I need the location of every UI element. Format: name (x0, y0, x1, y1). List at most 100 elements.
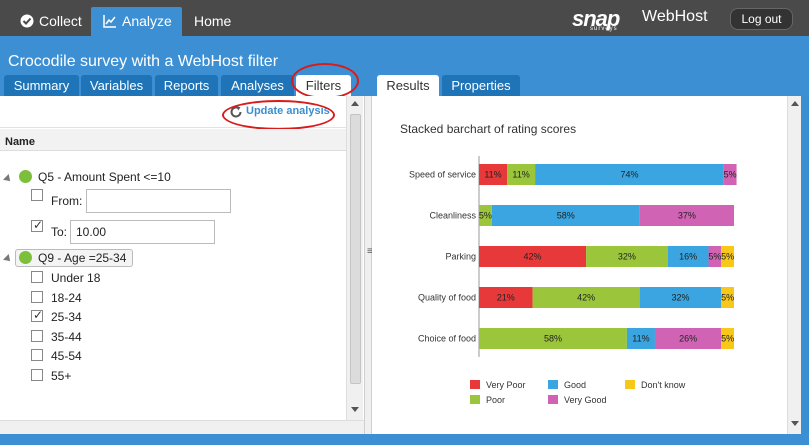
from-input[interactable] (86, 189, 231, 213)
expand-arrow-icon[interactable] (3, 174, 13, 184)
bar-segment (721, 287, 734, 308)
tab-properties[interactable]: Properties (442, 75, 520, 96)
age-option-label: Under 18 (51, 271, 101, 285)
chart-title: Stacked barchart of rating scores (400, 122, 577, 136)
age-checkbox-18-24[interactable] (31, 291, 43, 303)
page-title: Crocodile survey with a WebHost filter (8, 53, 279, 70)
nav-home[interactable]: Home (194, 13, 232, 29)
right-scrollbar[interactable] (787, 96, 801, 434)
legend-swatch (470, 395, 480, 404)
bar-segment (626, 328, 655, 349)
scroll-down-icon[interactable] (791, 421, 799, 426)
bar-value-label: 5% (721, 334, 734, 344)
bar-value-label: 42% (524, 252, 542, 262)
splitter-grip-icon[interactable]: ≡ (367, 246, 373, 257)
scroll-up-icon[interactable] (791, 101, 799, 106)
brand-logo: snap (572, 6, 620, 31)
bar-segment (479, 328, 627, 349)
age-option-label: 45-54 (51, 349, 82, 363)
filter-q9-selected[interactable] (15, 249, 133, 267)
bar-value-label: 16% (679, 252, 697, 262)
legend-label: Very Good (564, 395, 607, 405)
nav-collect[interactable]: Collect (8, 7, 92, 36)
age-option-label: 55+ (51, 369, 72, 383)
bar-value-label: 11% (484, 170, 501, 180)
tab-results[interactable]: Results (377, 75, 439, 96)
footer-band (0, 434, 809, 445)
logout-button[interactable]: Log out (730, 8, 793, 30)
top-navigation-bar: Collect Analyze Home snap surveys WebHos… (0, 0, 809, 36)
left-panel-footer (0, 420, 364, 434)
legend-swatch (625, 380, 635, 389)
question-filter-icon (19, 251, 32, 264)
panel-splitter[interactable]: ≡ (364, 96, 373, 434)
age-checkbox-35-44[interactable] (31, 330, 43, 342)
scroll-thumb[interactable] (350, 114, 361, 384)
question-filter-icon (19, 170, 32, 183)
bar-value-label: 21% (497, 293, 515, 303)
filter-q9-label[interactable]: Q9 - Age =25-34 (38, 251, 127, 265)
bar-value-label: 11% (512, 170, 529, 180)
age-option-label: 25-34 (51, 310, 82, 324)
bar-segment (586, 246, 668, 267)
legend-label: Don't know (641, 380, 686, 390)
bar-value-label: 58% (557, 211, 575, 221)
age-checkbox-under-18[interactable] (31, 271, 43, 283)
bar-value-label: 32% (671, 293, 689, 303)
legend-swatch (548, 380, 558, 389)
age-option-label: 18-24 (51, 291, 82, 305)
bar-value-label: 42% (577, 293, 595, 303)
age-checkbox-45-54[interactable] (31, 349, 43, 361)
bar-value-label: 58% (544, 334, 562, 344)
bar-segment (639, 205, 734, 226)
checkmark-circle-icon (20, 14, 34, 28)
filters-panel: Update analysis Name Q5 - Amount Spent <… (0, 96, 364, 434)
bar-segment (479, 246, 587, 267)
to-input[interactable]: 10.00 (70, 220, 215, 244)
bar-value-label: 26% (679, 334, 697, 344)
age-option-label: 35-44 (51, 330, 82, 344)
highlight-ellipse-update (222, 100, 335, 130)
tab-summary[interactable]: Summary (4, 75, 79, 96)
category-label: Quality of food (418, 293, 476, 303)
legend-swatch (470, 380, 480, 389)
bar-value-label: 5% (724, 170, 737, 180)
line-chart-icon (103, 15, 116, 28)
bar-value-label: 5% (721, 252, 734, 262)
bar-value-label: 5% (721, 293, 734, 303)
category-label: Choice of food (418, 334, 476, 344)
brand-logo-sub: surveys (590, 26, 618, 32)
filter-q5-label[interactable]: Q5 - Amount Spent <=10 (38, 170, 171, 184)
bar-segment (479, 164, 508, 185)
bar-segment (639, 287, 722, 308)
age-checkbox-55-plus[interactable] (31, 369, 43, 381)
legend-label: Very Poor (486, 380, 526, 390)
to-label: To: (51, 225, 68, 239)
legend-label: Good (564, 380, 586, 390)
legend-swatch (548, 395, 558, 404)
highlight-ellipse-filters (291, 63, 359, 99)
from-checkbox[interactable] (31, 189, 43, 201)
bar-value-label: 5% (479, 211, 492, 221)
expand-arrow-icon[interactable] (3, 254, 13, 264)
age-checkbox-25-34[interactable] (31, 308, 43, 322)
left-scrollbar[interactable] (346, 96, 363, 420)
tab-reports[interactable]: Reports (155, 75, 218, 96)
category-label: Speed of service (409, 170, 476, 180)
bar-segment (491, 205, 640, 226)
scroll-down-icon[interactable] (351, 407, 359, 412)
stacked-bar-chart: Speed of service 11% 11% 74% 5%Cleanliness 5%… (409, 156, 737, 405)
to-checkbox[interactable] (31, 218, 43, 232)
bar-segment (721, 328, 734, 349)
bar-value-label: 5% (708, 252, 721, 262)
bar-segment (723, 164, 737, 185)
scroll-up-icon[interactable] (351, 101, 359, 106)
name-column-header: Name (0, 129, 346, 151)
bar-segment (654, 328, 722, 349)
legend-label: Poor (486, 395, 505, 405)
nav-analyze[interactable]: Analyze (91, 7, 182, 36)
tab-analyses[interactable]: Analyses (221, 75, 294, 96)
bar-value-label: 74% (620, 170, 638, 180)
tab-variables[interactable]: Variables (81, 75, 152, 96)
bar-value-label: 37% (678, 211, 696, 221)
